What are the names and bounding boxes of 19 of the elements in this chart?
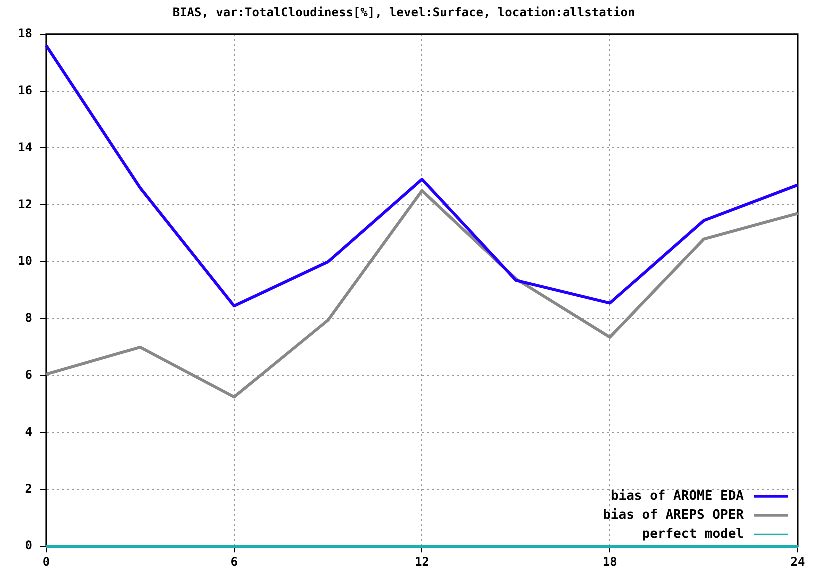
y-tick-label: 4 bbox=[25, 424, 32, 439]
y-tick-label: 14 bbox=[18, 140, 32, 154]
x-tick-label: 24 bbox=[790, 554, 806, 569]
y-tick-label: 6 bbox=[25, 368, 32, 382]
x-tick-label: 12 bbox=[415, 554, 430, 569]
x-tick-label: 0 bbox=[42, 554, 50, 569]
legend-label: perfect model bbox=[642, 526, 744, 542]
legend-label: bias of AROME EDA bbox=[610, 488, 744, 504]
y-tick-label: 12 bbox=[18, 197, 32, 212]
y-tick-label: 2 bbox=[25, 482, 32, 496]
x-tick-label: 18 bbox=[602, 554, 618, 569]
y-tick-label: 16 bbox=[18, 83, 32, 98]
y-tick-label: 10 bbox=[18, 254, 32, 268]
x-tick-label: 6 bbox=[230, 554, 238, 569]
y-tick-label: 18 bbox=[18, 26, 32, 41]
y-tick-label: 0 bbox=[25, 538, 32, 553]
y-tick-label: 8 bbox=[25, 311, 32, 326]
chart-title: BIAS, var:TotalCloudiness[%], level:Surface, location:allstation bbox=[172, 5, 636, 20]
legend-label: bias of AREPS OPER bbox=[603, 508, 744, 523]
